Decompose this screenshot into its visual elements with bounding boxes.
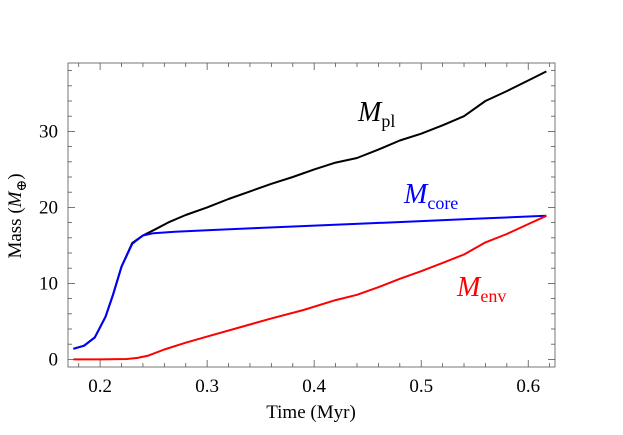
y-tick-label: 10 [39, 273, 58, 294]
series-label-mpl-main: M [357, 97, 383, 128]
y-tick-label: 0 [49, 349, 59, 370]
series-label-mcore: Mcore [403, 179, 458, 213]
y-axis-label: Mass (M⊕) [5, 173, 30, 258]
series-label-mpl-sub: pl [381, 111, 395, 131]
y-axis-label-suffix: ) [5, 173, 26, 179]
y-tick-label: 20 [39, 197, 58, 218]
series-label-mcore-main: M [403, 179, 429, 210]
x-tick-label: 0.4 [302, 376, 326, 397]
y-axis-label-subscript: ⊕ [15, 180, 30, 192]
x-tick-label: 0.5 [409, 376, 433, 397]
series-line-menv [73, 214, 547, 361]
x-tick-label: 0.6 [516, 376, 540, 397]
series-label-mcore-sub: core [427, 193, 458, 213]
series-label-mpl: Mpl [357, 97, 395, 131]
series-line-mcore [73, 214, 547, 350]
series-label-menv: Menv [456, 272, 506, 306]
y-axis-ticks: 0 10 20 30 [39, 70, 555, 370]
y-axis-label-symbol: M [5, 190, 26, 208]
y-tick-label: 30 [39, 121, 58, 142]
x-axis-ticks: 0.2 0.3 0.4 0.5 0.6 [78, 63, 551, 397]
x-tick-label: 0.3 [195, 376, 219, 397]
x-axis-label: Time (Myr) [266, 402, 356, 423]
plot-frame [67, 62, 556, 368]
x-tick-label: 0.2 [88, 376, 112, 397]
series-lines [73, 70, 547, 361]
y-axis-label-prefix: Mass ( [5, 207, 26, 258]
series-label-menv-main: M [456, 272, 482, 303]
series-label-menv-sub: env [480, 286, 506, 306]
